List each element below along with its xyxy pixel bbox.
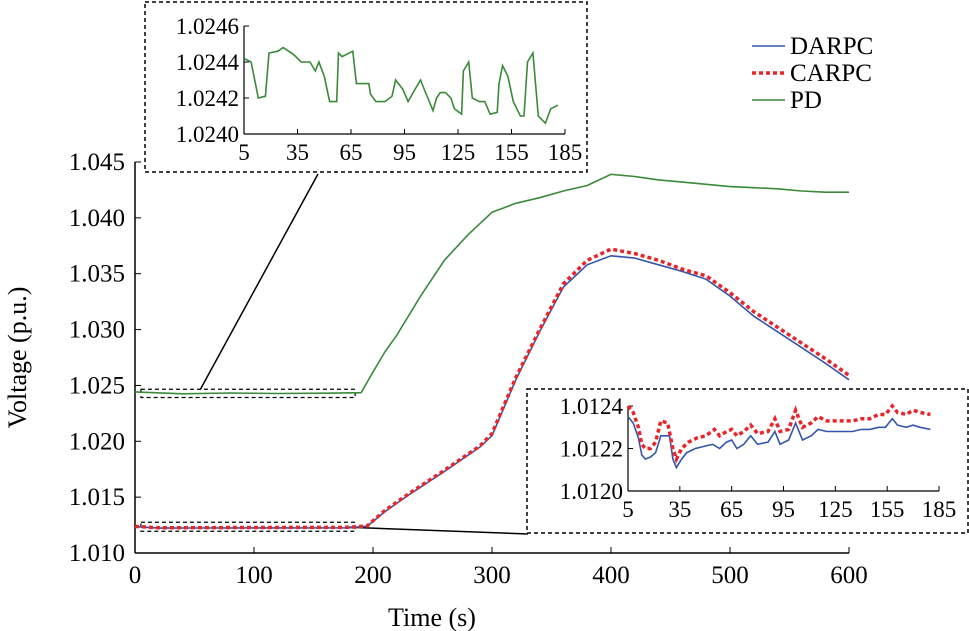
x-tick-label: 500	[711, 562, 749, 589]
legend-label-darpc: DARPC	[790, 33, 873, 60]
inset-y-tick-label: 1.0246	[176, 14, 239, 39]
inset-x-tick-label: 5	[622, 497, 634, 522]
x-tick-label: 0	[129, 562, 142, 589]
inset-x-tick-label: 185	[548, 140, 583, 165]
inset-x-tick-label: 35	[286, 140, 309, 165]
y-tick-label: 1.040	[69, 205, 125, 232]
inset-bottom-darpc-carpc: 1.0120 1.0122 1.0124 5 35 65 95 125 155 185	[526, 388, 969, 534]
y-tick-label: 1.030	[69, 317, 125, 344]
inset-y-tick-label: 1.0242	[176, 86, 239, 111]
inset-y-tick-label: 1.0122	[560, 437, 623, 462]
series-carpc-line	[134, 247, 851, 530]
inset-series-carpc-line	[626, 403, 931, 464]
x-tick-label: 600	[830, 562, 868, 589]
x-tick-label: 300	[473, 562, 511, 589]
y-tick-label: 1.020	[69, 428, 125, 455]
x-tick-label: 400	[592, 562, 630, 589]
x-tick-label: 200	[354, 562, 392, 589]
x-tick-label: 100	[235, 562, 273, 589]
inset-x-tick-label: 125	[441, 140, 476, 165]
inset-frame	[526, 388, 969, 534]
inset-x-tick-label: 5	[238, 140, 250, 165]
inset-x-tick-label: 95	[772, 497, 795, 522]
inset-x-tick-label: 65	[720, 497, 743, 522]
y-axis-label: Voltage (p.u.)	[3, 287, 32, 429]
inset-y-tick-label: 1.0124	[560, 394, 624, 419]
leader-line-top	[199, 173, 319, 390]
inset-y-tick-label: 1.0244	[176, 50, 240, 75]
y-tick-label: 1.045	[69, 149, 125, 176]
y-tick-label: 1.025	[69, 372, 125, 399]
inset-x-tick-label: 35	[668, 497, 691, 522]
inset-top-pd: 1.0240 1.0242 1.0244 1.0246 5 35 65 95 125 155 185	[144, 1, 588, 173]
inset-x-tick-label: 65	[340, 140, 363, 165]
y-tick-label: 1.035	[69, 261, 125, 288]
legend-label-carpc: CARPC	[790, 60, 872, 87]
series-pd-line	[134, 173, 849, 395]
inset-series-darpc-line	[627, 416, 931, 470]
inset-series-pd-line	[243, 46, 559, 125]
inset-x-tick-label: 95	[393, 140, 416, 165]
y-tick-label: 1.010	[69, 540, 125, 567]
inset-x-tick-label: 185	[922, 497, 957, 522]
x-axis-label: Time (s)	[388, 603, 476, 631]
legend-label-pd: PD	[790, 87, 822, 114]
inset-frame	[144, 1, 588, 173]
inset-x-tick-label: 125	[818, 497, 853, 522]
inset-x-tick-label: 155	[494, 140, 529, 165]
y-tick-label: 1.015	[69, 484, 125, 511]
inset-x-tick-label: 155	[870, 497, 905, 522]
main-chart: 1.010 1.015 1.020 1.025 1.030 1.035 1.040 1.045…	[3, 149, 868, 631]
inset-y-tick-label: 1.0240	[176, 122, 239, 147]
leader-line-bottom	[349, 526, 529, 535]
inset-y-tick-label: 1.0120	[560, 479, 623, 504]
